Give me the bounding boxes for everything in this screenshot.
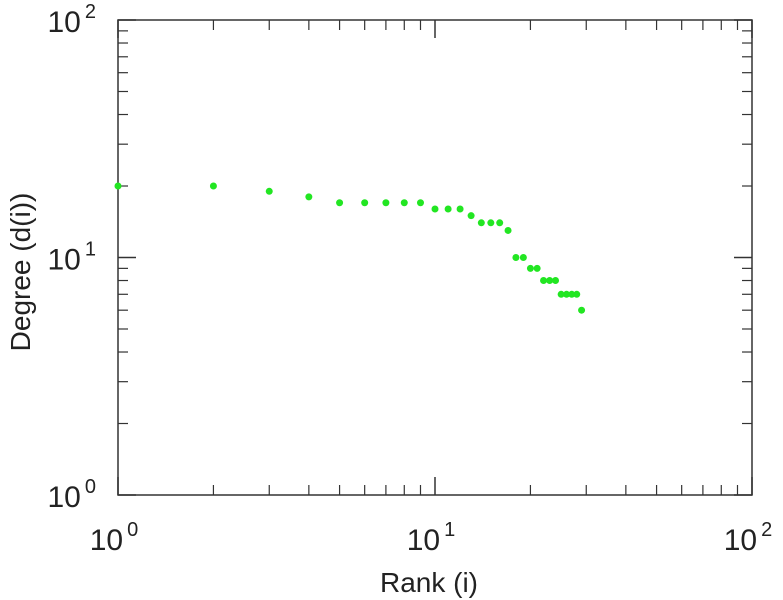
x-tick-label: 10 1 (407, 519, 456, 557)
x-axis-label: Rank (i) (380, 567, 478, 598)
data-points (114, 182, 586, 314)
data-point (533, 264, 541, 272)
data-point (444, 205, 452, 213)
x-tick-base: 10 (407, 524, 440, 557)
data-point (487, 219, 495, 227)
plot-frame (117, 19, 753, 496)
y-tick-base: 10 (48, 244, 81, 277)
x-tick-label: 10 2 (724, 519, 773, 557)
x-tick-exponent: 1 (444, 519, 455, 541)
x-tick-label: 10 0 (90, 519, 139, 557)
data-point (209, 182, 217, 190)
data-point (568, 290, 576, 298)
major-ticks (117, 19, 753, 496)
y-tick-label: 10 2 (48, 1, 97, 39)
data-point (305, 193, 313, 201)
data-point (540, 277, 548, 285)
data-point (456, 205, 464, 213)
y-axis-label: Degree (d(i)) (5, 193, 36, 352)
data-point (114, 182, 122, 190)
data-point (573, 290, 581, 298)
data-point (400, 199, 408, 207)
data-point (526, 264, 534, 272)
data-point (578, 306, 586, 314)
x-tick-exponent: 0 (127, 519, 138, 541)
data-point (361, 199, 369, 207)
data-point (557, 290, 565, 298)
data-point (382, 199, 390, 207)
data-point (512, 254, 520, 261)
data-point (519, 254, 527, 261)
data-point (265, 187, 273, 195)
data-point (416, 199, 424, 207)
y-tick-label: 10 1 (48, 239, 97, 277)
y-tick-base: 10 (48, 6, 81, 39)
y-tick-base: 10 (48, 481, 81, 514)
y-tick-exponent: 1 (85, 239, 96, 261)
y-tick-label: 10 0 (48, 476, 97, 514)
x-tick-base: 10 (724, 524, 757, 557)
data-point (546, 277, 554, 285)
x-tick-labels: 10 0 10 1 10 2 (90, 519, 773, 557)
data-point (504, 226, 512, 234)
data-point (477, 219, 485, 227)
data-point (563, 290, 571, 298)
y-tick-exponent: 2 (85, 1, 96, 23)
data-point (496, 219, 504, 227)
x-tick-exponent: 2 (761, 519, 772, 541)
data-point (431, 205, 439, 213)
x-tick-base: 10 (90, 524, 123, 557)
data-point (336, 199, 344, 207)
y-tick-exponent: 0 (85, 476, 96, 498)
data-point (467, 212, 475, 220)
minor-ticks (118, 20, 752, 495)
data-point (552, 277, 560, 285)
